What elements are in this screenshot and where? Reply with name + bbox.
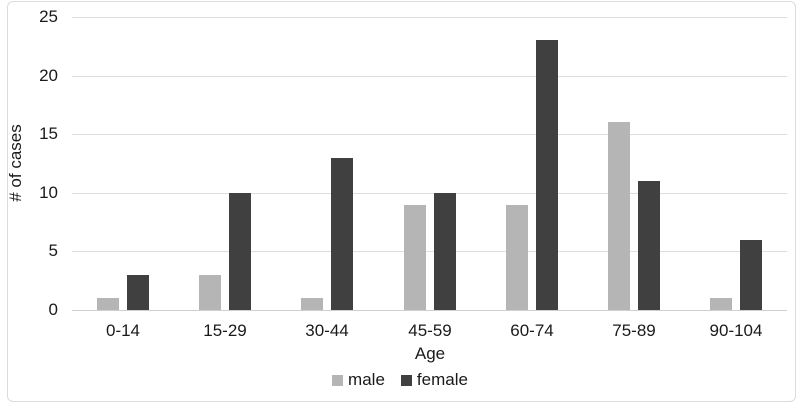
legend-swatch-female	[400, 374, 412, 386]
legend-swatch-male	[332, 374, 344, 386]
bar-female-30-44	[331, 158, 353, 310]
x-tick-label-60-74: 60-74	[510, 321, 554, 340]
legend-item-male: male	[332, 370, 385, 390]
bar-male-0-14	[97, 298, 119, 310]
bar-female-15-29	[229, 193, 251, 310]
gridline-y25	[72, 17, 787, 18]
legend-label-male: male	[348, 370, 385, 389]
y-tick-label-25: 25	[39, 7, 58, 26]
x-axis-line	[72, 310, 787, 311]
gridline-y20	[72, 76, 787, 77]
x-tick-label-0-14: 0-14	[105, 321, 141, 340]
x-tick-label-45-59: 45-59	[408, 321, 452, 340]
bar-female-45-59	[434, 193, 456, 310]
bar-male-45-59	[404, 205, 426, 310]
legend-item-female: female	[400, 370, 468, 390]
bar-male-15-29	[199, 275, 221, 310]
y-tick-label-20: 20	[39, 66, 58, 85]
x-tick-label-75-89: 75-89	[612, 321, 656, 340]
legend: male female	[0, 370, 800, 390]
bar-female-0-14	[127, 275, 149, 310]
bar-male-90-104	[710, 298, 732, 310]
bar-female-90-104	[740, 240, 762, 310]
gridline-y5	[72, 251, 787, 252]
x-tick-label-90-104: 90-104	[709, 321, 763, 340]
x-axis-title: Age	[414, 344, 446, 363]
chart-frame-border	[7, 1, 796, 402]
y-tick-label-15: 15	[39, 124, 58, 143]
bar-male-30-44	[301, 298, 323, 310]
bar-male-75-89	[608, 122, 630, 310]
bar-male-60-74	[506, 205, 528, 310]
x-tick-label-30-44: 30-44	[305, 321, 349, 340]
gridline-y15	[72, 134, 787, 135]
y-tick-label-5: 5	[48, 241, 58, 260]
y-tick-label-10: 10	[39, 183, 58, 202]
x-tick-label-15-29: 15-29	[203, 321, 247, 340]
bar-female-60-74	[536, 40, 558, 310]
gridline-y10	[72, 193, 787, 194]
bar-female-75-89	[638, 181, 660, 310]
legend-label-female: female	[416, 370, 468, 389]
y-tick-label-0: 0	[48, 300, 58, 319]
